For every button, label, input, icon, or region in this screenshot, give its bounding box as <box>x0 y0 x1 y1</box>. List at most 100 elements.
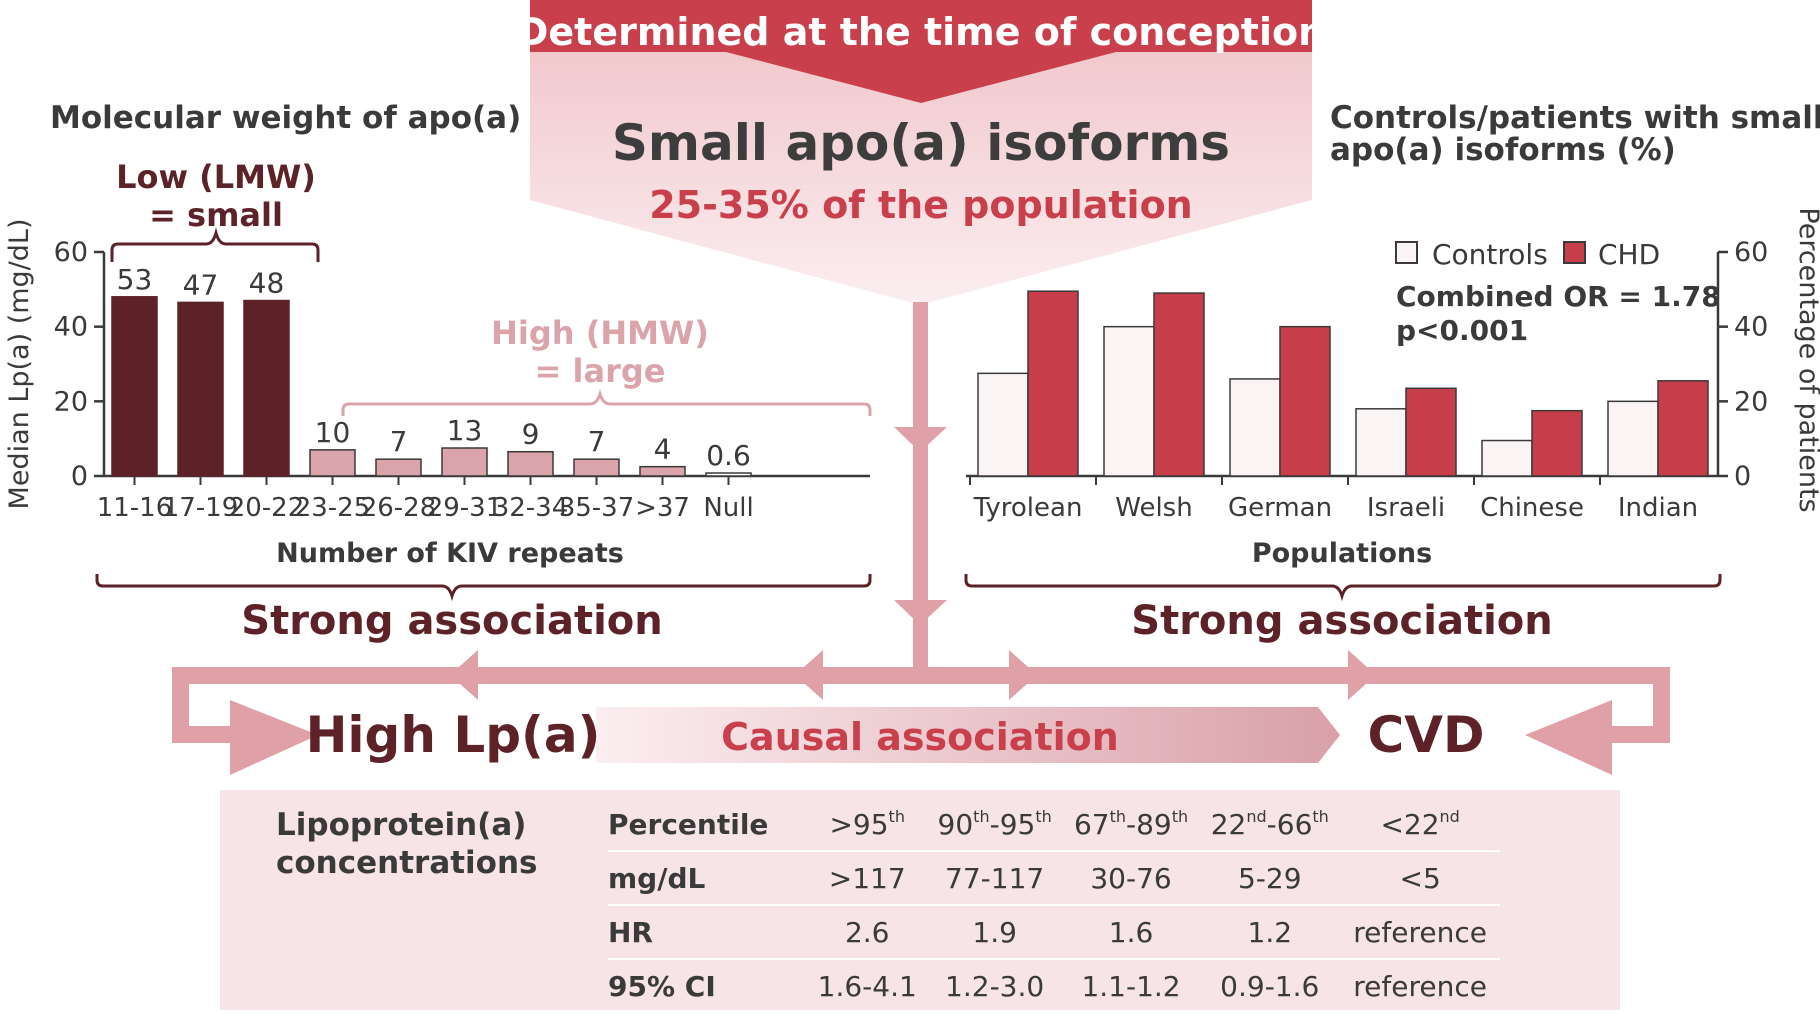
left-bar-value-label: 10 <box>315 416 351 449</box>
left-bar-value-label: 47 <box>183 268 219 301</box>
flow-right-stub <box>1596 726 1670 743</box>
left-bar-value-label: 7 <box>390 425 408 458</box>
table-cell: 1.1-1.2 <box>1081 969 1181 1003</box>
banner-shape <box>530 0 1312 103</box>
left-xtick-label: >37 <box>635 493 690 523</box>
high-brace <box>341 388 872 416</box>
table-cell: <5 <box>1340 851 1500 906</box>
left-bar-value-label: 13 <box>447 414 483 447</box>
table-row: mg/dL >117 77-117 30-76 5-29 <5 <box>608 851 1500 906</box>
table-cell: 1.6-4.1 <box>817 969 917 1003</box>
left-xtick-label: 23-25 <box>295 493 371 523</box>
right-bar-Chinese-Controls <box>1481 439 1533 477</box>
low-label-line1: Low (LMW) <box>116 158 316 196</box>
right-y-axis-title: Percentage of patients <box>1793 207 1820 512</box>
left-xtick-label: 26-28 <box>361 493 437 523</box>
lipoprotein-table: Lipoprotein(a) concentrations Percentile… <box>220 790 1620 1010</box>
right-xtick-label: Chinese <box>1480 493 1584 523</box>
funnel-shape <box>530 52 1312 305</box>
left-xtick-label: 32-34 <box>493 493 569 523</box>
flow-left-drop <box>172 667 189 743</box>
center-stem <box>913 302 928 670</box>
right-bar-Israeli-Controls <box>1355 408 1407 477</box>
table-heading: Lipoprotein(a) concentrations <box>276 806 538 882</box>
legend-controls-swatch <box>1395 241 1418 264</box>
left-ytick-label: 60 <box>54 237 88 268</box>
right-heading-line1: Controls/patients with small <box>1330 100 1820 136</box>
left-bar-29-31 <box>441 447 488 477</box>
left-bar-20-22 <box>243 299 290 477</box>
left-bottom-brace <box>95 574 872 602</box>
left-bar-23-25 <box>309 449 356 477</box>
right-bar-Tyrolean-CHD <box>1027 290 1079 477</box>
right-xtick-label: Israeli <box>1367 493 1445 523</box>
table-cell: reference <box>1353 969 1487 1003</box>
left-bar-value-label: 9 <box>522 418 540 451</box>
left-bar-26-28 <box>375 458 422 477</box>
table-cell: 2.6 <box>808 905 927 960</box>
flow-arrow-left-1 <box>450 650 478 700</box>
causal-arrow <box>596 707 1340 763</box>
right-ytick-label: 40 <box>1734 312 1768 343</box>
left-bar-value-label: 0.6 <box>706 439 751 472</box>
right-bottom-brace <box>964 574 1722 602</box>
right-ytick-label: 60 <box>1734 237 1768 268</box>
flow-arrow-right-2 <box>1348 650 1376 700</box>
left-ytick-label: 40 <box>54 312 88 343</box>
left-xtick-label: 35-37 <box>559 493 635 523</box>
left-bar-11-16 <box>111 296 158 477</box>
table-heading-line1: Lipoprotein(a) <box>276 807 527 843</box>
stem-arrowhead-upper <box>894 427 947 452</box>
left-xtick-label: 29-31 <box>427 493 503 523</box>
left-association: Strong association <box>241 598 662 644</box>
funnel-subtitle: 25-35% of the population <box>649 183 1193 227</box>
legend-chd-label: CHD <box>1598 238 1660 271</box>
right-association: Strong association <box>1131 598 1552 644</box>
left-bar-value-label: 53 <box>117 263 153 296</box>
right-bar-Indian-Controls <box>1607 400 1659 477</box>
flow-bar <box>172 667 1670 684</box>
stat-line1: Combined OR = 1.78 <box>1396 280 1721 313</box>
causal-label: Causal association <box>721 715 1119 759</box>
table-row: HR 2.6 1.9 1.6 1.2 reference <box>608 905 1500 960</box>
stat-line2: p<0.001 <box>1396 314 1528 347</box>
table-cell: >95th <box>808 798 927 852</box>
left-ytick-label: 20 <box>54 386 88 417</box>
right-xtick-label: Indian <box>1618 493 1698 523</box>
right-xtick-label: Welsh <box>1115 493 1192 523</box>
table-cell: 1.2 <box>1199 905 1341 960</box>
left-chart: 0 20 40 60 53 47 48 10 7 13 9 7 4 0.6 11-1617-1920-2… <box>54 237 870 523</box>
right-heading-line2: apo(a) isoforms (%) <box>1330 132 1676 168</box>
right-x-axis-title: Populations <box>1252 538 1432 569</box>
flow-right-drop <box>1653 667 1670 743</box>
left-bar-value-label: 4 <box>654 433 672 466</box>
right-bar-Indian-CHD <box>1657 380 1709 477</box>
flow-arrow-right-1 <box>1009 650 1037 700</box>
table-row: Percentile >95th 90th-95th 67th-89th 22nd-66… <box>608 798 1500 852</box>
table-cell: 1.9 <box>926 905 1063 960</box>
right-bar-Welsh-Controls <box>1103 325 1155 477</box>
legend-controls-label: Controls <box>1432 238 1548 271</box>
flow-arrow-left-2 <box>795 650 823 700</box>
flow-left-arrowhead <box>230 700 318 775</box>
left-bar-32-34 <box>507 450 554 477</box>
banner-text: Determined at the time of conception <box>517 10 1325 54</box>
table-cell: 1.6 <box>1062 905 1200 960</box>
right-bar-Chinese-CHD <box>1531 409 1583 477</box>
table-row: 95% CI 1.6-4.1 1.2-3.0 1.1-1.2 0.9-1.6 refere… <box>608 959 1500 1012</box>
table-cell: 22nd-66th <box>1199 798 1341 852</box>
table-cell: 1.2-3.0 <box>945 969 1045 1003</box>
table-cell: 0.9-1.6 <box>1220 969 1320 1003</box>
right-ytick-label: 20 <box>1734 386 1768 417</box>
right-chart: 0 20 40 60 Tyrolean Welsh German Israeli Chines… <box>966 237 1768 523</box>
left-bar-35-37 <box>573 458 620 477</box>
table-cell: <22nd <box>1340 798 1500 852</box>
right-bar-German-Controls <box>1229 378 1281 477</box>
left-x-axis-title: Number of KIV repeats <box>276 538 624 569</box>
left-y-axis-title: Median Lp(a) (mg/dL) <box>4 219 35 510</box>
low-brace <box>110 227 320 262</box>
funnel-title: Small apo(a) isoforms <box>612 114 1230 172</box>
left-bar-value-label: 7 <box>588 425 606 458</box>
stem-arrowhead-lower <box>894 600 947 625</box>
